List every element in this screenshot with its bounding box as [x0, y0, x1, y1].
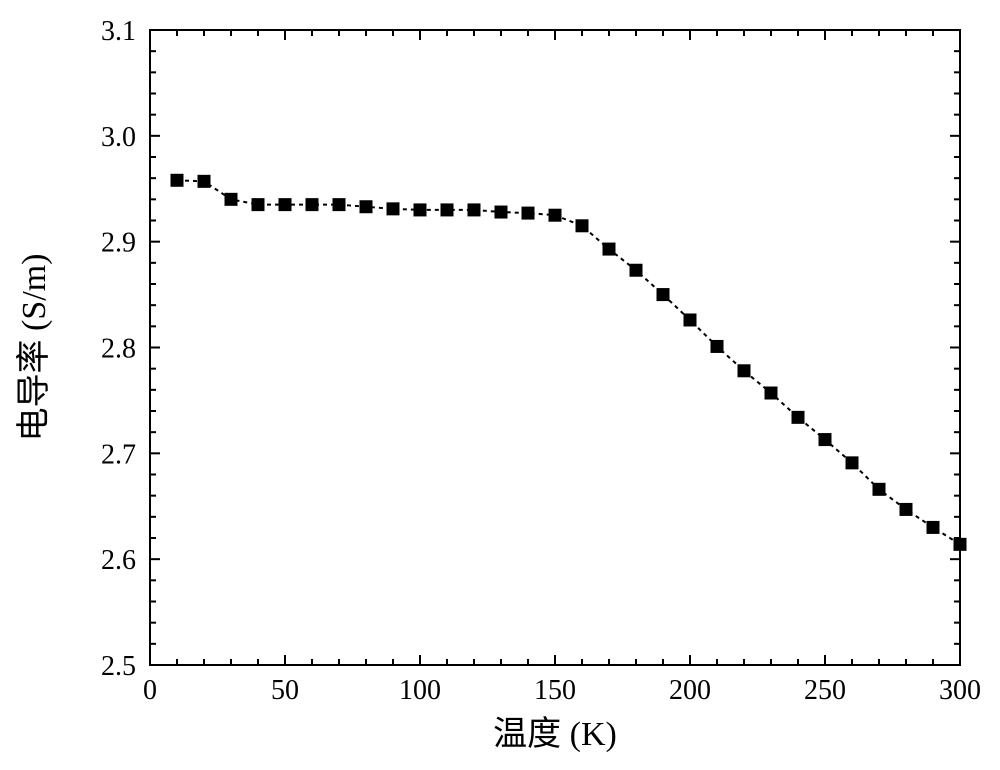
- x-tick-label: 100: [399, 675, 441, 706]
- y-axis-label: 电导率 (S/m): [15, 254, 53, 442]
- data-point: [549, 209, 561, 221]
- data-point: [279, 199, 291, 211]
- data-point: [495, 206, 507, 218]
- data-point: [954, 538, 966, 550]
- data-point: [900, 503, 912, 515]
- x-tick-label: 250: [804, 675, 846, 706]
- data-point: [711, 340, 723, 352]
- series-line: [177, 180, 960, 544]
- y-tick-label: 2.5: [101, 651, 136, 682]
- y-tick-label: 2.7: [101, 439, 136, 470]
- data-point: [333, 199, 345, 211]
- data-point: [819, 434, 831, 446]
- data-point: [225, 193, 237, 205]
- data-point: [360, 201, 372, 213]
- x-axis-label: 温度 (K): [493, 715, 617, 753]
- data-point: [414, 204, 426, 216]
- y-tick-label: 3.0: [101, 122, 136, 153]
- data-point: [927, 521, 939, 533]
- data-point: [522, 207, 534, 219]
- data-point: [306, 199, 318, 211]
- data-point: [738, 365, 750, 377]
- data-point: [603, 243, 615, 255]
- data-point: [171, 174, 183, 186]
- data-point: [387, 203, 399, 215]
- x-tick-label: 0: [143, 675, 157, 706]
- data-point: [630, 264, 642, 276]
- x-tick-label: 200: [669, 675, 711, 706]
- y-tick-label: 2.9: [101, 228, 136, 259]
- data-point: [873, 483, 885, 495]
- y-tick-label: 2.6: [101, 545, 136, 576]
- data-point: [576, 220, 588, 232]
- data-point: [252, 199, 264, 211]
- plot-frame: [150, 30, 960, 665]
- chart-container: 0 50 100 150 200 250 300 温度 (K) 2.5 2.6 2.7 2.8 2.9 3…: [0, 0, 1000, 770]
- data-point: [846, 457, 858, 469]
- data-point: [657, 289, 669, 301]
- conductivity-chart: 0 50 100 150 200 250 300 温度 (K) 2.5 2.6 2.7 2.8 2.9 3…: [0, 0, 1000, 770]
- x-tick-label: 150: [534, 675, 576, 706]
- x-tick-label: 50: [271, 675, 299, 706]
- data-point: [198, 175, 210, 187]
- data-point: [468, 204, 480, 216]
- data-point: [765, 387, 777, 399]
- data-point: [441, 204, 453, 216]
- y-tick-label: 2.8: [101, 334, 136, 365]
- y-tick-label: 3.1: [101, 16, 136, 47]
- data-point: [792, 411, 804, 423]
- x-tick-label: 300: [939, 675, 981, 706]
- data-point: [684, 314, 696, 326]
